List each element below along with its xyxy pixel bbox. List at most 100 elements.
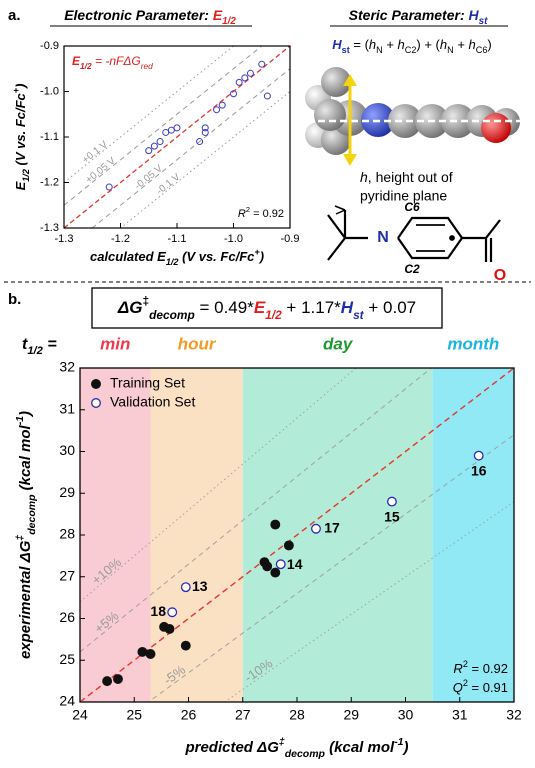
legend-label: Training Set xyxy=(110,375,185,391)
point xyxy=(174,125,180,131)
t-half-label-part: 1/2 xyxy=(27,345,43,357)
x-axis-label-part: -1 xyxy=(394,736,403,748)
steric-title: Steric Parameter: Hst xyxy=(349,7,488,27)
x-tick-label: 28 xyxy=(289,707,305,723)
point-label: 15 xyxy=(384,508,400,524)
x-axis-label-part: E xyxy=(157,249,166,264)
point xyxy=(157,139,163,145)
steric-title-part: st xyxy=(479,16,488,27)
q2-annotation: Q2 = 0.91 xyxy=(453,678,508,695)
x-tick-label: -1.0 xyxy=(224,233,243,245)
point xyxy=(214,107,220,113)
equation-part: E xyxy=(254,298,266,317)
steric-formula-part: = ( xyxy=(350,37,370,52)
x-axis-label: calculated E1/2 (V vs. Fc/Fc+) xyxy=(90,247,264,267)
panel-label: a. xyxy=(8,7,21,24)
point xyxy=(138,648,147,657)
band-label: day xyxy=(323,334,354,353)
x-axis-label-part: ) xyxy=(402,739,409,756)
r2-annotation: R2 = 0.92 xyxy=(453,659,508,676)
page: {"panel_labels": ["a.", "b."], "steric":… xyxy=(0,0,535,768)
band-label: month xyxy=(447,334,499,353)
equation-annotation: E1/2 = -nFΔGred xyxy=(72,54,153,71)
point xyxy=(242,75,248,81)
point xyxy=(259,61,265,67)
x-tick-label: -1.2 xyxy=(111,233,130,245)
point xyxy=(106,184,112,190)
point xyxy=(285,541,294,550)
steric-formula-part: N xyxy=(447,45,454,55)
steric-formula-part: h xyxy=(469,37,476,52)
point xyxy=(146,148,152,154)
point xyxy=(103,677,112,686)
steric-formula-part: C2 xyxy=(405,45,417,55)
point xyxy=(263,562,272,571)
atom-label: C2 xyxy=(404,262,420,276)
y-axis-label-part: (kcal mol xyxy=(17,424,34,494)
equation-annotation-part: 1/2 xyxy=(80,61,92,71)
equation-part: ΔG xyxy=(117,298,143,317)
y-tick-label: 27 xyxy=(59,567,75,583)
time-band xyxy=(433,368,514,702)
band-label: hour xyxy=(178,334,217,353)
point-label: 17 xyxy=(324,519,340,535)
x-tick-label: 30 xyxy=(398,707,414,723)
band-label: min xyxy=(100,334,130,353)
x-axis-label-part: 1/2 xyxy=(166,257,179,267)
y-tick-label: 25 xyxy=(59,651,75,667)
chart-title-part: Electronic Parameter: xyxy=(64,7,213,23)
y-tick-label: 32 xyxy=(59,359,75,375)
y-tick-label: 29 xyxy=(59,484,75,500)
point-label: 14 xyxy=(287,556,303,572)
steric-formula: Hst = (hN + hC2) + (hN + hC6) xyxy=(332,37,491,55)
steric-formula-part: N xyxy=(376,45,383,55)
steric-formula-part: C6 xyxy=(476,45,488,55)
legend-marker xyxy=(92,380,101,389)
caption-part: , height out of xyxy=(368,169,453,185)
y-tick-label: 24 xyxy=(59,693,75,709)
x-tick-label: 25 xyxy=(126,707,142,723)
x-axis-label-part: decomp xyxy=(285,748,326,760)
equation-part: 1/2 xyxy=(265,308,282,322)
steric-formula-part: ) + ( xyxy=(416,37,440,52)
point xyxy=(388,497,397,506)
x-tick-label: 24 xyxy=(72,707,88,723)
x-tick-label: -0.9 xyxy=(281,233,300,245)
point-label: 16 xyxy=(471,462,487,478)
x-tick-label: 32 xyxy=(506,707,522,723)
y-tick-label: 26 xyxy=(59,609,75,625)
point xyxy=(168,127,174,133)
identity-line xyxy=(64,46,290,228)
steric-formula-part: h xyxy=(369,37,376,52)
space-filling-model xyxy=(305,67,520,166)
point xyxy=(114,675,123,684)
y-tick-label: -1.0 xyxy=(40,85,59,97)
point xyxy=(276,560,285,569)
y-axis-label: E1/2 (V vs. Fc/Fc+) xyxy=(11,84,31,191)
y-tick-label: 31 xyxy=(59,400,75,416)
t-half-label-part: = xyxy=(43,336,57,353)
r2-annotation-part: R xyxy=(238,208,246,220)
y-tick-label: 28 xyxy=(59,526,75,542)
r2-annotation-part: = 0.92 xyxy=(250,208,284,220)
y-tick-label: -1.2 xyxy=(40,176,59,188)
r2-annotation-part: = 0.92 xyxy=(468,661,508,676)
x-tick-label: -1.3 xyxy=(55,233,74,245)
x-axis-label-part: predicted ΔG xyxy=(184,739,279,756)
t-half-label: t1/2 = xyxy=(22,336,57,357)
x-tick-label: 29 xyxy=(343,707,359,723)
equation-part: H xyxy=(341,298,354,317)
point xyxy=(312,524,321,533)
y-axis-label-part: (V vs. Fc/Fc xyxy=(13,92,28,169)
point xyxy=(168,608,177,617)
point xyxy=(247,70,253,76)
x-axis-label-part: calculated xyxy=(90,249,157,264)
atom-label: C6 xyxy=(404,200,420,214)
point xyxy=(236,79,242,85)
point xyxy=(474,451,483,460)
x-axis-label-part: (V vs. Fc/Fc xyxy=(179,249,256,264)
y-axis-label-part: E xyxy=(13,181,28,190)
y-tick-label: -0.9 xyxy=(40,40,59,52)
y-axis-label-part: decomp xyxy=(26,494,38,535)
point xyxy=(219,102,225,108)
